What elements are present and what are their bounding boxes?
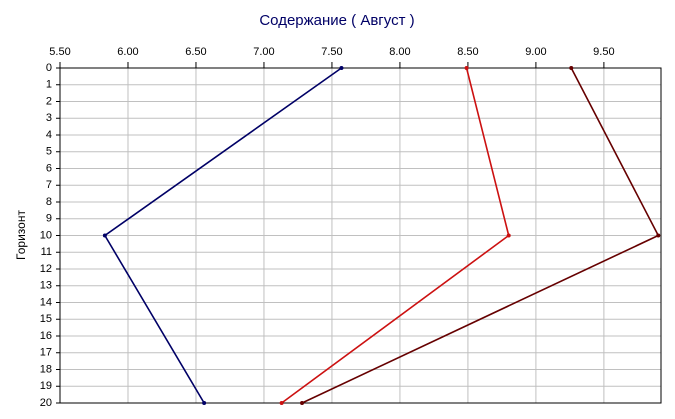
point bbox=[102, 233, 107, 238]
point bbox=[506, 233, 511, 238]
x-tick-label: 9.00 bbox=[525, 46, 546, 58]
y-tick-label: 4 bbox=[46, 129, 52, 141]
y-tick-label: 13 bbox=[40, 280, 52, 292]
chart-title: Содержание ( Август ) bbox=[259, 12, 414, 29]
x-tick-label: 7.50 bbox=[321, 46, 342, 58]
y-tick-label: 20 bbox=[40, 397, 52, 409]
point bbox=[202, 401, 207, 405]
point bbox=[656, 233, 661, 238]
y-tick-label: 2 bbox=[46, 95, 52, 107]
y-tick-label: 17 bbox=[40, 347, 52, 359]
point bbox=[464, 66, 469, 70]
plot-frame bbox=[59, 67, 662, 404]
y-tick-label: 14 bbox=[40, 296, 52, 308]
y-tick-label: 15 bbox=[40, 313, 52, 325]
y-axis-label: Горизонт bbox=[14, 210, 28, 260]
y-tick-label: 9 bbox=[46, 213, 52, 225]
x-tick-label: 8.00 bbox=[389, 46, 410, 58]
y-tick-label: 8 bbox=[46, 196, 52, 208]
y-tick-label: 10 bbox=[40, 229, 52, 241]
point bbox=[300, 401, 305, 405]
point bbox=[339, 66, 344, 70]
y-tick-label: 1 bbox=[46, 79, 52, 91]
y-tick-label: 5 bbox=[46, 146, 52, 158]
point bbox=[569, 66, 574, 70]
y-tick-label: 3 bbox=[46, 112, 52, 124]
y-tick-label: 6 bbox=[46, 162, 52, 174]
y-tick-label: 7 bbox=[46, 179, 52, 191]
point bbox=[279, 401, 284, 405]
y-tick-label: 0 bbox=[46, 62, 52, 74]
y-tick-label: 11 bbox=[41, 246, 52, 258]
x-tick-label: 5.50 bbox=[49, 46, 70, 58]
x-tick-label: 6.00 bbox=[117, 46, 138, 58]
x-tick-label: 8.50 bbox=[457, 46, 478, 58]
y-tick-label: 16 bbox=[40, 330, 52, 342]
y-tick-label: 18 bbox=[40, 363, 52, 375]
x-tick-label: 6.50 bbox=[185, 46, 206, 58]
y-tick-label: 12 bbox=[40, 263, 52, 275]
y-tick-label: 19 bbox=[40, 380, 52, 392]
x-tick-label: 7.00 bbox=[253, 46, 274, 58]
x-tick-label: 9.50 bbox=[593, 46, 614, 58]
